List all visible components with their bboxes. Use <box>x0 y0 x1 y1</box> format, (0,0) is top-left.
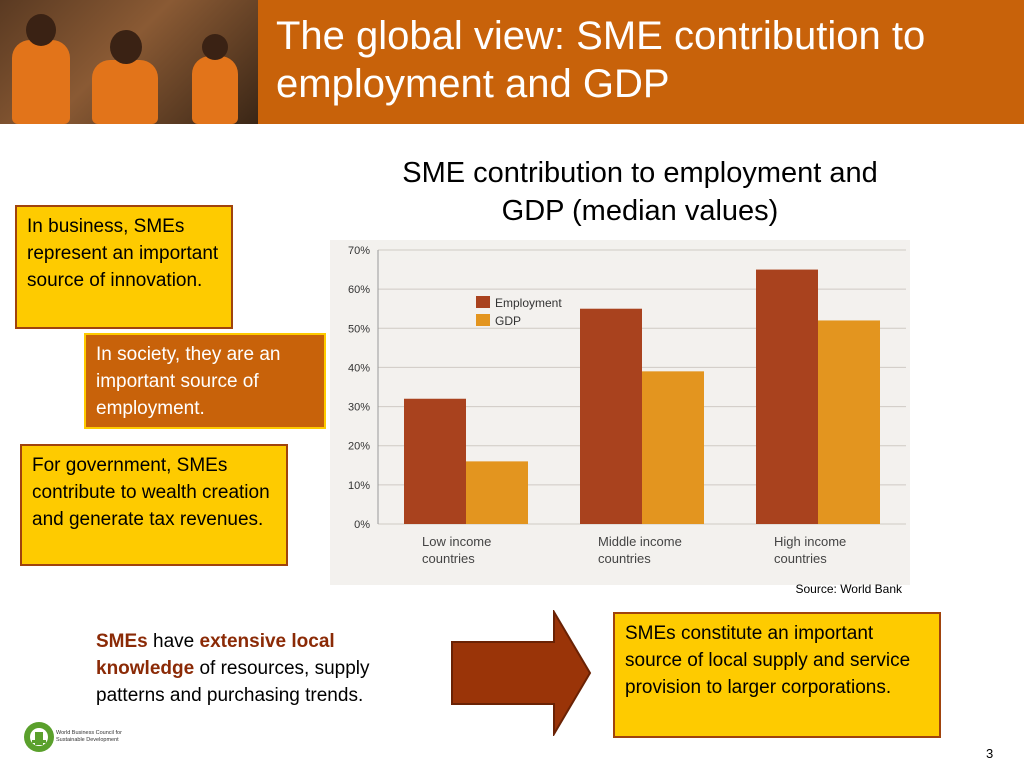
x-tick-label: countries <box>422 551 475 566</box>
knowledge-text-rest: of resources, supply patterns and purcha… <box>96 658 370 706</box>
legend-label-gdp: GDP <box>495 314 521 328</box>
knowledge-text: SMEs have extensive local knowledge of r… <box>96 628 436 709</box>
bar-gdp-1 <box>642 371 704 524</box>
bar-gdp-0 <box>466 461 528 524</box>
bar-chart: 0% 10% 20% 30% 40% 50% 60% 70% Low income countri… <box>348 245 906 566</box>
y-tick-label: 50% <box>348 323 370 335</box>
y-tick-label: 60% <box>348 284 370 296</box>
slide-title: The global view: SME contribution to emp… <box>276 14 926 106</box>
page-number: 3 <box>986 746 994 761</box>
bar-gdp-2 <box>818 320 880 524</box>
y-tick-label: 20% <box>348 441 370 453</box>
logo-text: World Business Council for Sustainable D… <box>56 730 122 743</box>
legend-label-employment: Employment <box>495 296 562 310</box>
knowledge-text-emphasis: extensive local knowledge <box>96 631 335 679</box>
callout-supply: SMEs constitute an important source of l… <box>613 612 941 738</box>
chart-title: SME contribution to employment and GDP (… <box>402 157 878 227</box>
source-note: Source: World Bank <box>795 582 903 596</box>
right-arrow-icon <box>451 610 592 736</box>
x-tick-label: Middle income <box>598 534 682 549</box>
callout-business: In business, SMEs represent an important… <box>15 205 233 329</box>
y-tick-label: 70% <box>348 245 370 257</box>
knowledge-text-have: have <box>147 631 200 652</box>
callout-society: In society, they are an important source… <box>84 333 326 429</box>
y-tick-label: 10% <box>348 480 370 492</box>
wbcsd-logo-icon <box>24 722 54 752</box>
x-tick-label: Low income <box>422 534 491 549</box>
x-tick-label: High income <box>774 534 846 549</box>
knowledge-text-sme: SMEs <box>96 631 148 652</box>
y-tick-label: 0% <box>354 519 370 531</box>
legend-swatch-employment <box>476 296 490 308</box>
y-tick-label: 30% <box>348 402 370 414</box>
bar-employment-0 <box>404 398 466 524</box>
callout-government: For government, SMEs contribute to wealt… <box>20 444 288 566</box>
legend-swatch-gdp <box>476 314 490 326</box>
workers-photo <box>0 0 258 124</box>
x-tick-label: countries <box>774 551 827 566</box>
bar-employment-2 <box>756 269 818 524</box>
x-tick-label: countries <box>598 551 651 566</box>
bar-employment-1 <box>580 308 642 524</box>
y-tick-label: 40% <box>348 362 370 374</box>
header-banner: The global view: SME contribution to emp… <box>0 0 1024 124</box>
chart-panel: 0% 10% 20% 30% 40% 50% 60% 70% Low income countri… <box>330 240 910 585</box>
